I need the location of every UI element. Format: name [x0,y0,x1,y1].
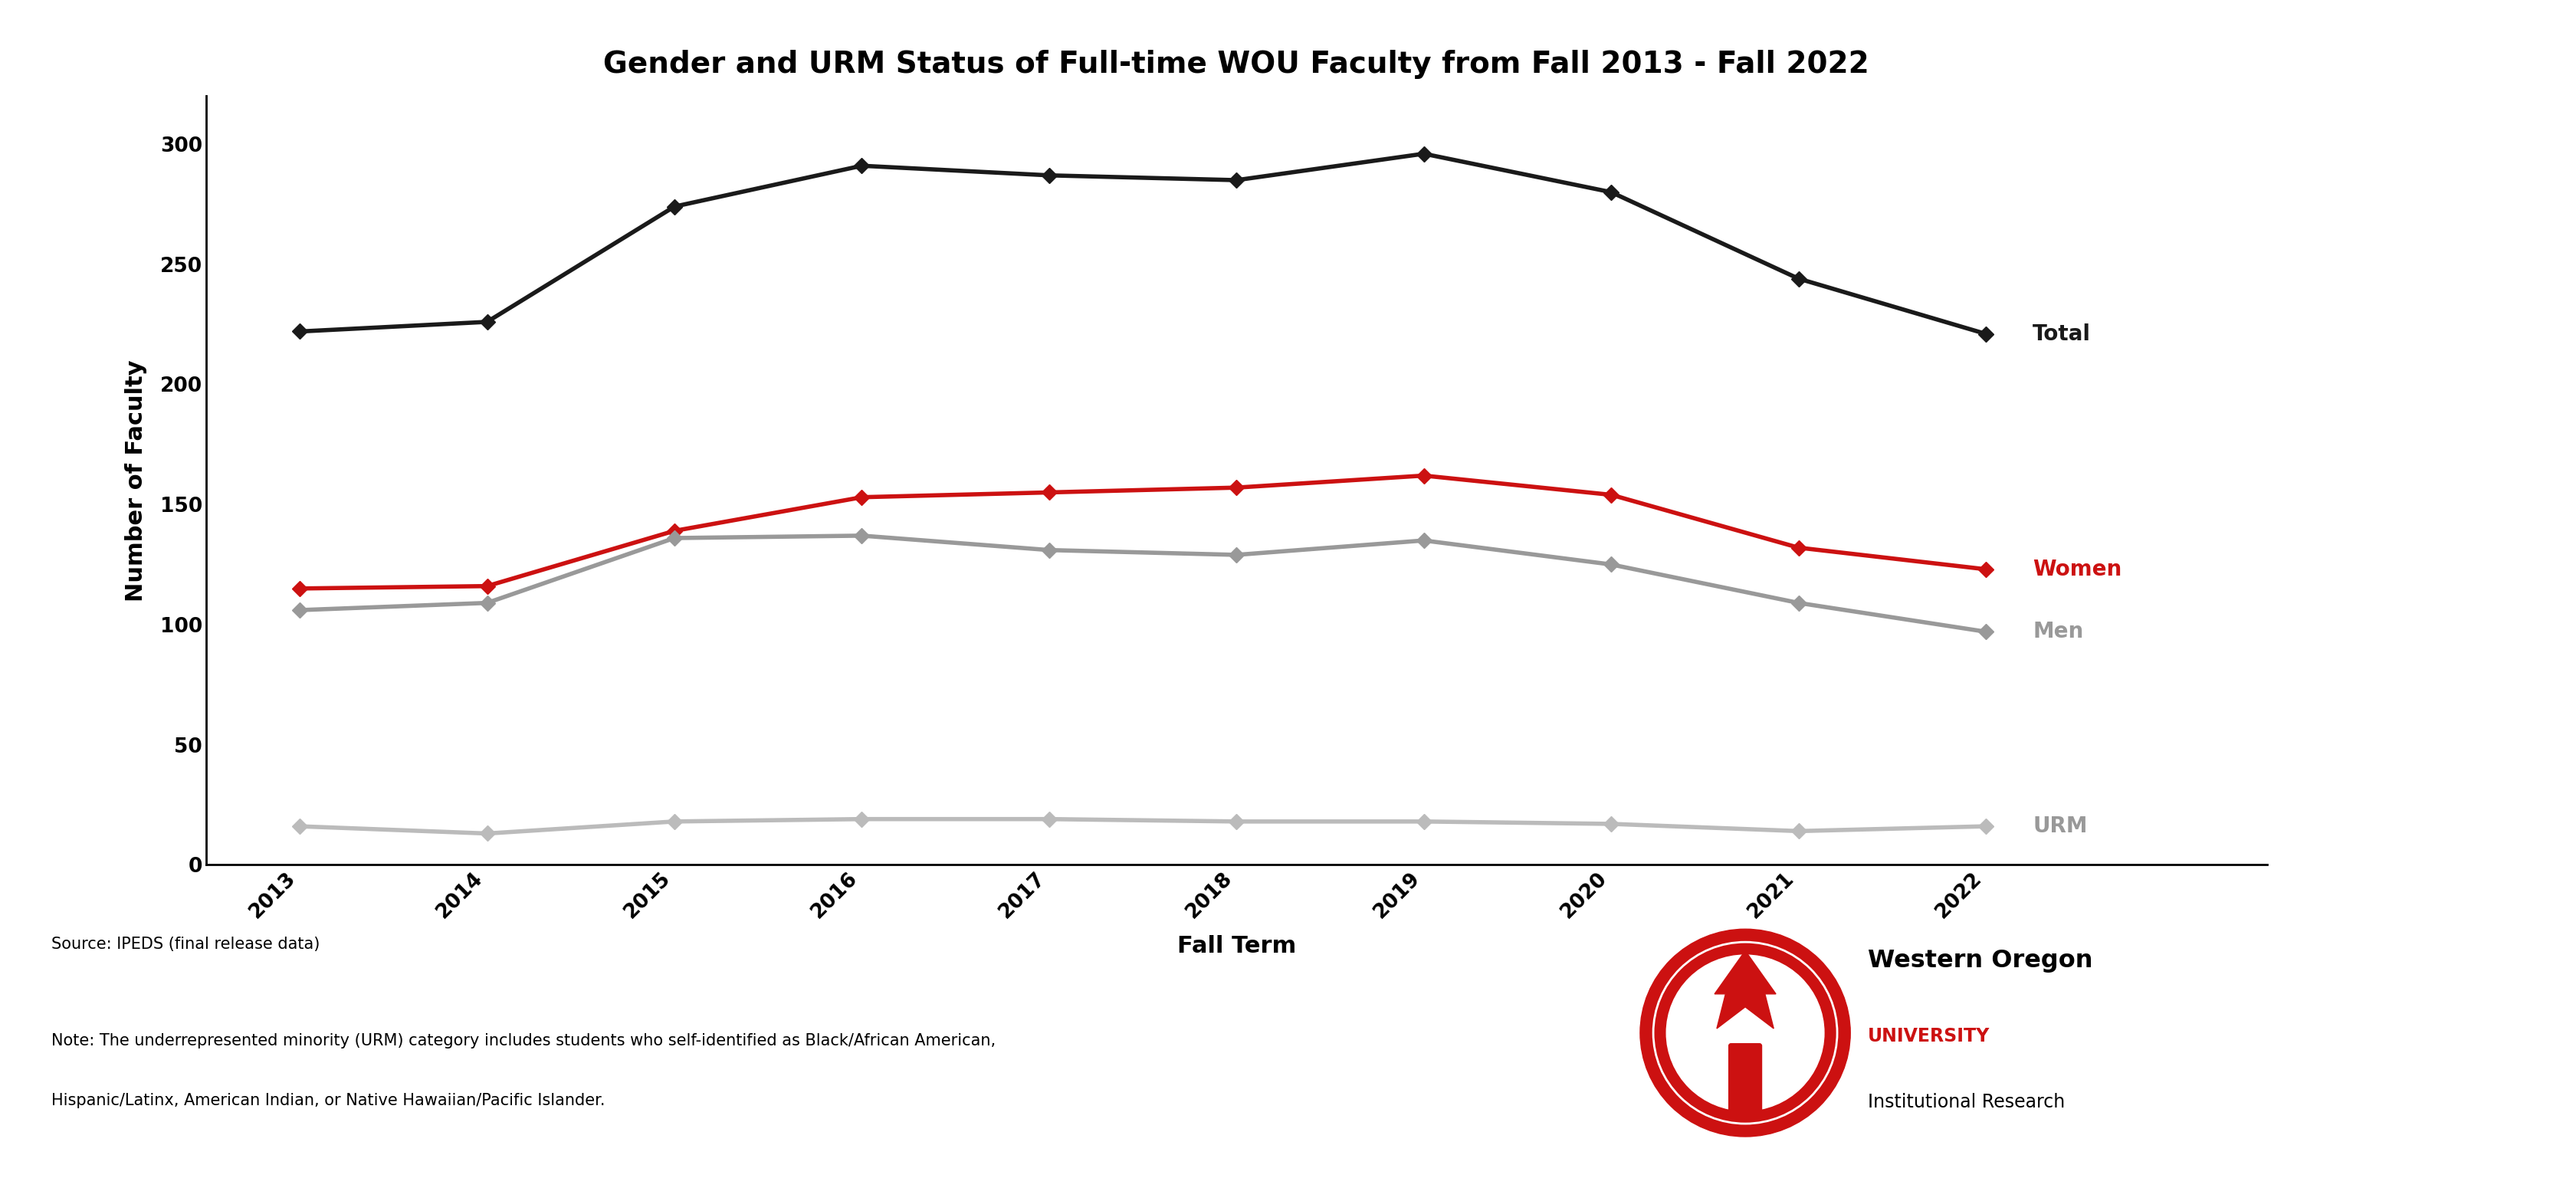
Text: Women: Women [2032,558,2123,580]
Text: Note: The underrepresented minority (URM) category includes students who self-id: Note: The underrepresented minority (URM… [52,1033,997,1048]
Text: Source: IPEDS (final release data): Source: IPEDS (final release data) [52,937,319,952]
X-axis label: Fall Term: Fall Term [1177,936,1296,957]
Title: Gender and URM Status of Full-time WOU Faculty from Fall 2013 - Fall 2022: Gender and URM Status of Full-time WOU F… [603,49,1870,79]
Text: Total: Total [2032,323,2092,345]
Circle shape [1641,930,1850,1136]
Y-axis label: Number of Faculty: Number of Faculty [126,359,147,602]
Polygon shape [1716,951,1775,1028]
Text: Institutional Research: Institutional Research [1868,1093,2066,1111]
Text: Hispanic/Latinx, American Indian, or Native Hawaiian/Pacific Islander.: Hispanic/Latinx, American Indian, or Nat… [52,1093,605,1109]
FancyBboxPatch shape [1728,1044,1762,1117]
Text: URM: URM [2032,815,2087,837]
Text: Western Oregon: Western Oregon [1868,949,2092,973]
Text: UNIVERSITY: UNIVERSITY [1868,1027,1989,1045]
Circle shape [1667,955,1824,1111]
Text: Men: Men [2032,621,2084,643]
